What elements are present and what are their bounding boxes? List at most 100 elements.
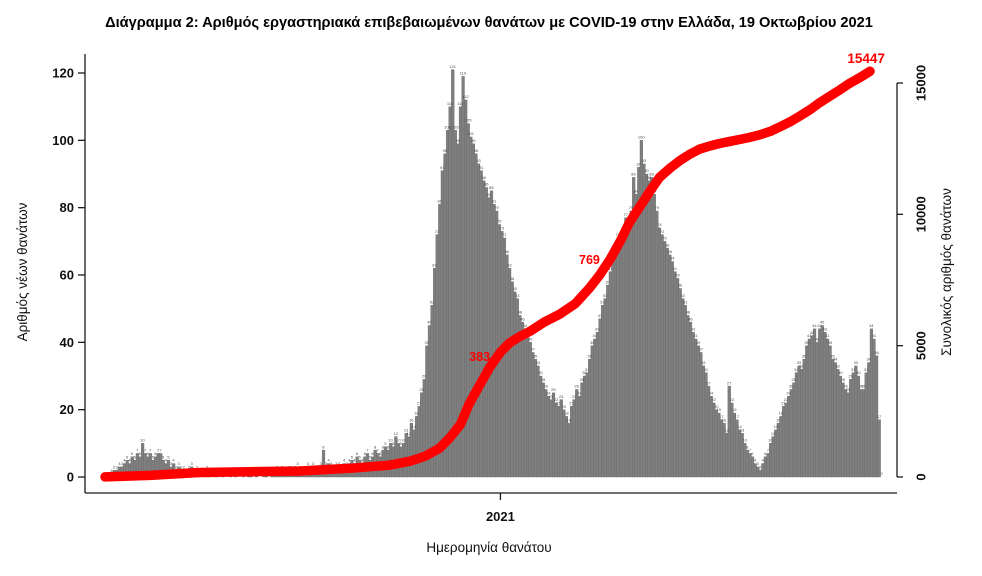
bar — [495, 210, 499, 478]
bar-value-label: 3 — [330, 461, 333, 466]
bar — [489, 190, 494, 478]
bar — [719, 419, 724, 478]
bar — [575, 389, 579, 478]
bar-value-label: 12 — [406, 431, 411, 436]
bar-value-label: 39 — [804, 340, 809, 345]
bar — [505, 254, 509, 478]
bar-value-label: 64 — [670, 256, 675, 261]
bar-value-label: 79 — [494, 205, 499, 210]
bar-value-label: 68 — [665, 242, 670, 247]
bar-value-label: 28 — [541, 377, 546, 382]
left-tick-label: 80 — [60, 200, 74, 215]
bar-value-label: 3 — [190, 461, 193, 466]
bar-value-label: 24 — [786, 390, 791, 395]
bar — [789, 389, 793, 478]
bar-value-label: 14 — [412, 424, 417, 429]
bar-value-label: 31 — [704, 367, 709, 372]
cumulative-deaths-line — [100, 66, 875, 482]
bar-value-label: 8 — [382, 444, 385, 449]
bar-value-label: 26 — [859, 384, 864, 389]
bar-value-label: 4 — [348, 458, 351, 463]
bar — [471, 143, 475, 478]
bar-value-label: 0 — [881, 471, 884, 476]
bar — [564, 416, 569, 478]
bar-value-label: 2 — [113, 464, 116, 469]
left-tick-label: 40 — [60, 335, 74, 350]
bar-value-label: 23 — [549, 394, 554, 399]
bar-value-label: 32 — [799, 363, 804, 368]
bar-value-label: 93 — [476, 158, 481, 163]
bar-value-label: 48 — [686, 310, 691, 315]
bar-value-label: 100 — [638, 135, 645, 140]
bar-value-label: 43 — [691, 326, 696, 331]
bar-value-label: 2 — [759, 464, 762, 469]
bar-value-label: 17 — [719, 414, 724, 419]
bar-value-label: 6 — [356, 451, 359, 456]
bar-value-label: 7 — [159, 448, 162, 453]
bar — [634, 194, 638, 478]
bar-value-label: 6 — [364, 451, 367, 456]
bar-value-label: 3 — [335, 461, 338, 466]
bar — [691, 332, 695, 478]
bar-value-label: 27 — [727, 380, 732, 385]
bar-value-label: 39 — [828, 340, 833, 345]
bar-value-label: 6 — [764, 451, 767, 456]
bar — [541, 382, 545, 478]
bar — [588, 358, 592, 478]
bar-value-label: 71 — [502, 232, 507, 237]
x-tick-label: 2021 — [486, 509, 515, 524]
bar-value-label: 43 — [595, 326, 600, 331]
bar-value-label: 5 — [152, 454, 155, 459]
bar-value-label: 3 — [325, 461, 328, 466]
annotation-769: 769 — [579, 253, 600, 267]
bar — [696, 345, 700, 478]
bar-value-label: 4 — [165, 458, 168, 463]
bar — [704, 372, 708, 478]
bar — [657, 227, 662, 478]
bar — [466, 123, 470, 478]
bar — [825, 338, 830, 478]
bar-value-label: 9 — [400, 441, 403, 446]
bar — [435, 234, 439, 478]
right-axis: 0 5000 10000 15000 — [896, 65, 929, 481]
bar-value-label: 44 — [812, 323, 817, 328]
left-tick-label: 60 — [60, 268, 74, 283]
bar — [818, 328, 822, 478]
bar-value-label: 2 — [175, 464, 178, 469]
bar-value-label: 2 — [183, 464, 186, 469]
bar-value-label: 5 — [369, 454, 372, 459]
bar-value-label: 3 — [178, 461, 181, 466]
bar — [831, 358, 835, 478]
bar-value-label: 5 — [162, 454, 165, 459]
bar-value-label: 62 — [432, 262, 437, 267]
bar-value-label: 18 — [779, 411, 784, 416]
bar — [513, 291, 517, 478]
bar-value-label: 10 — [140, 438, 145, 443]
bar-value-label: 3 — [338, 461, 341, 466]
bar-value-label: 10 — [401, 438, 406, 443]
bar-value-label: 55 — [512, 286, 517, 291]
bar-value-label: 119 — [460, 71, 467, 76]
bar-value-label: 23 — [559, 394, 564, 399]
bar-value-label: 110 — [457, 101, 464, 106]
bar-value-label: 26 — [843, 384, 848, 389]
bar-value-label: 16 — [567, 417, 572, 422]
bar-value-label: 10 — [768, 438, 773, 443]
x-axis-title: Ημερομηνία θανάτου — [426, 540, 551, 555]
bar-value-label: 45 — [820, 320, 825, 325]
bar-value-label: 47 — [598, 313, 603, 318]
bar-value-label: 35 — [587, 353, 592, 358]
bar — [761, 463, 765, 478]
bar-value-label: 7 — [144, 448, 147, 453]
bar-value-label: 51 — [430, 300, 435, 305]
bar-value-label: 72 — [435, 229, 440, 234]
bar-value-label: 4 — [123, 458, 126, 463]
bar-value-label: 25 — [419, 387, 424, 392]
bar-value-label: 14 — [773, 424, 778, 429]
bar-value-label: 6 — [131, 451, 134, 456]
bar-value-label: 89 — [631, 172, 636, 177]
bar-value-label: 34 — [833, 357, 838, 362]
bar-value-label: 40 — [528, 337, 533, 342]
bar-value-label: 34 — [866, 357, 871, 362]
bar — [559, 399, 563, 478]
